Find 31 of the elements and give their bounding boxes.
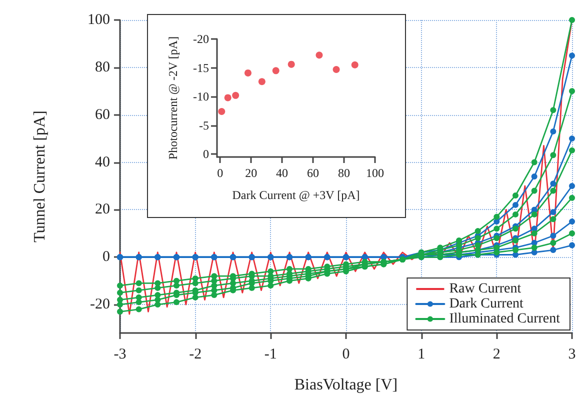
x-tick-label: 2 [492, 346, 500, 362]
x-tick-label: 100 [366, 166, 384, 180]
x-tick-label: -1 [264, 346, 277, 362]
y-tick-label: -20 [193, 32, 209, 46]
x-tick-label: -2 [189, 346, 202, 362]
legend-label: Dark Current [449, 296, 524, 312]
y-tick-label: -20 [90, 296, 110, 313]
y-tick-label: 100 [88, 12, 110, 28]
y-axis-title: Tunnel Current [pA] [32, 110, 48, 242]
x-tick-label: -3 [114, 346, 126, 362]
y-tick-label: 20 [95, 202, 110, 218]
y-tick-label: -10 [193, 90, 209, 104]
legend-label: Illuminated Current [449, 312, 560, 326]
y-tick-label: -5 [199, 118, 209, 132]
y-tick-label: 0 [102, 249, 110, 266]
x-tick-label: 0 [342, 346, 350, 362]
x-tick-label: 20 [245, 166, 258, 180]
x-axis-title: Dark Current @ +3V [pA] [232, 188, 360, 202]
x-tick-label: 40 [276, 166, 288, 180]
y-tick-label: 60 [95, 106, 110, 123]
x-tick-label: 1 [418, 346, 426, 362]
x-tick-label: 3 [568, 346, 576, 362]
y-axis-title: Photocurrent @ -2V [pA] [166, 36, 180, 160]
x-tick-label: 80 [338, 166, 350, 180]
legend-label: Raw Current [449, 282, 522, 296]
x-tick-label: 60 [307, 166, 320, 180]
y-tick-label: 0 [203, 147, 209, 162]
y-tick-label: -15 [193, 60, 209, 75]
x-tick-label: 0 [217, 166, 224, 180]
x-axis-title: BiasVoltage [V] [294, 376, 398, 394]
y-tick-label: 80 [95, 59, 110, 76]
